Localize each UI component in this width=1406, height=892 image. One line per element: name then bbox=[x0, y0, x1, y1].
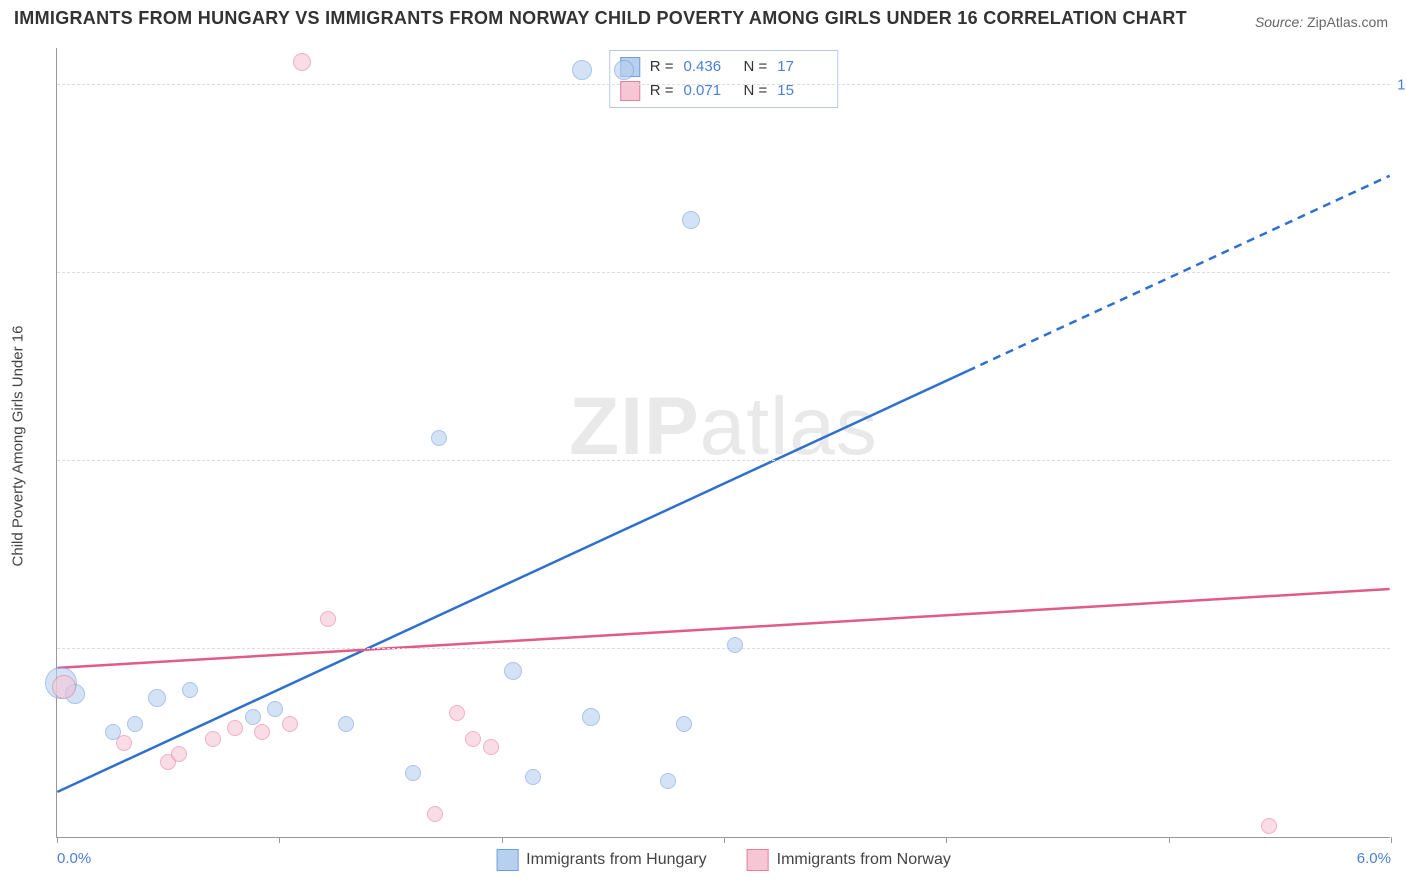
scatter-point bbox=[676, 716, 692, 732]
plot-area: ZIPatlas R = 0.436 N = 17 R = 0.071 N = … bbox=[56, 48, 1390, 838]
legend-stats-row-hungary: R = 0.436 N = 17 bbox=[620, 55, 828, 79]
scatter-point bbox=[727, 637, 743, 653]
scatter-point bbox=[171, 746, 187, 762]
scatter-point bbox=[660, 773, 676, 789]
x-tick-label: 6.0% bbox=[1357, 850, 1391, 867]
gridline bbox=[57, 272, 1390, 273]
x-tick bbox=[724, 837, 725, 843]
watermark-light: atlas bbox=[700, 381, 878, 472]
scatter-point bbox=[614, 60, 634, 80]
scatter-point bbox=[282, 716, 298, 732]
y-tick-label: 100.0% bbox=[1396, 76, 1406, 93]
legend-stats-row-norway: R = 0.071 N = 15 bbox=[620, 79, 828, 103]
r-label: R = bbox=[650, 55, 674, 79]
legend-stats: R = 0.436 N = 17 R = 0.071 N = 15 bbox=[609, 50, 839, 108]
r-value-hungary: 0.436 bbox=[684, 55, 734, 79]
y-tick-label: 50.0% bbox=[1396, 452, 1406, 469]
x-tick-label: 0.0% bbox=[57, 850, 91, 867]
x-tick bbox=[1391, 837, 1392, 843]
scatter-point bbox=[427, 806, 443, 822]
r-value-norway: 0.071 bbox=[684, 79, 734, 103]
x-tick bbox=[57, 837, 58, 843]
y-tick-label: 75.0% bbox=[1396, 264, 1406, 281]
x-tick bbox=[502, 837, 503, 843]
scatter-point bbox=[465, 731, 481, 747]
scatter-point bbox=[52, 675, 76, 699]
legend-label-norway: Immigrants from Norway bbox=[777, 851, 951, 869]
gridline bbox=[57, 648, 1390, 649]
y-axis-label: Child Poverty Among Girls Under 16 bbox=[10, 326, 27, 567]
gridline bbox=[57, 460, 1390, 461]
scatter-point bbox=[116, 735, 132, 751]
scatter-point bbox=[254, 724, 270, 740]
scatter-point bbox=[205, 731, 221, 747]
scatter-point bbox=[245, 709, 261, 725]
scatter-point bbox=[127, 716, 143, 732]
scatter-point bbox=[582, 708, 600, 726]
watermark-bold: ZIP bbox=[569, 381, 700, 472]
scatter-point bbox=[405, 765, 421, 781]
x-tick bbox=[279, 837, 280, 843]
scatter-point bbox=[320, 611, 336, 627]
scatter-point bbox=[1261, 818, 1277, 834]
scatter-point bbox=[431, 430, 447, 446]
gridline bbox=[57, 84, 1390, 85]
scatter-point bbox=[267, 701, 283, 717]
scatter-point bbox=[504, 662, 522, 680]
source-attribution: Source: ZipAtlas.com bbox=[1255, 14, 1388, 30]
n-label: N = bbox=[744, 79, 768, 103]
legend-label-hungary: Immigrants from Hungary bbox=[526, 851, 707, 869]
scatter-point bbox=[572, 60, 592, 80]
scatter-point bbox=[293, 53, 311, 71]
n-value-norway: 15 bbox=[777, 79, 827, 103]
source-label: Source: bbox=[1255, 14, 1303, 30]
chart-title: IMMIGRANTS FROM HUNGARY VS IMMIGRANTS FR… bbox=[14, 8, 1187, 29]
legend-swatch-norway bbox=[747, 849, 769, 871]
legend-item-norway: Immigrants from Norway bbox=[747, 849, 951, 871]
scatter-point bbox=[148, 689, 166, 707]
scatter-point bbox=[483, 739, 499, 755]
n-value-hungary: 17 bbox=[777, 55, 827, 79]
legend-series: Immigrants from Hungary Immigrants from … bbox=[496, 849, 951, 871]
n-label: N = bbox=[744, 55, 768, 79]
x-tick bbox=[1169, 837, 1170, 843]
scatter-point bbox=[449, 705, 465, 721]
scatter-point bbox=[227, 720, 243, 736]
scatter-point bbox=[338, 716, 354, 732]
y-tick-label: 25.0% bbox=[1396, 640, 1406, 657]
r-label: R = bbox=[650, 79, 674, 103]
legend-swatch-hungary bbox=[496, 849, 518, 871]
scatter-point bbox=[525, 769, 541, 785]
scatter-point bbox=[182, 682, 198, 698]
legend-item-hungary: Immigrants from Hungary bbox=[496, 849, 707, 871]
scatter-point bbox=[682, 211, 700, 229]
x-tick bbox=[946, 837, 947, 843]
source-value: ZipAtlas.com bbox=[1307, 14, 1388, 30]
